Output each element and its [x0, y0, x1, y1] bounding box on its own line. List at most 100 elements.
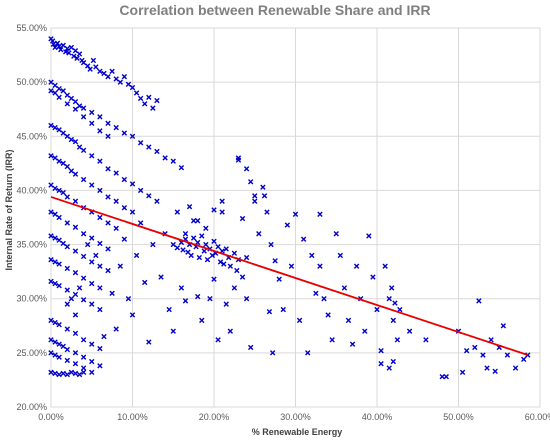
data-point [292, 211, 299, 217]
data-point [386, 365, 392, 371]
data-point [137, 187, 144, 194]
data-point [56, 94, 62, 100]
data-point [321, 296, 327, 302]
data-point [56, 214, 62, 221]
data-point [80, 147, 87, 154]
data-point [199, 233, 205, 239]
data-point [142, 101, 148, 107]
data-point [72, 270, 79, 276]
data-point [76, 371, 83, 378]
data-point [68, 296, 75, 302]
data-point [196, 254, 203, 261]
data-point [137, 95, 144, 102]
data-point [239, 274, 246, 280]
data-point [113, 170, 119, 176]
data-point [154, 148, 160, 155]
data-point [174, 245, 181, 251]
y-tick-label: 20.00% [16, 402, 47, 412]
data-point [492, 368, 498, 374]
data-point [207, 296, 213, 302]
data-point [60, 189, 66, 196]
data-point [64, 244, 70, 250]
data-point [223, 246, 229, 252]
data-point [504, 352, 511, 358]
data-point [48, 278, 54, 285]
data-point [105, 220, 111, 226]
data-point [52, 339, 58, 345]
x-tick-label: 30.00% [280, 412, 311, 422]
data-point [48, 209, 54, 215]
x-tick-label: 50.00% [443, 412, 474, 422]
x-tick-label: 20.00% [199, 412, 230, 422]
data-point [243, 254, 250, 261]
x-tick-label: 10.00% [117, 412, 148, 422]
data-point [235, 155, 242, 161]
data-point [227, 263, 233, 269]
data-point [64, 326, 70, 332]
data-point [500, 323, 507, 329]
data-point [459, 369, 466, 376]
data-point [72, 330, 79, 337]
data-point [146, 144, 152, 150]
data-point [101, 333, 107, 340]
data-point [272, 258, 278, 264]
data-point [366, 233, 372, 239]
data-point [243, 166, 250, 172]
data-point [48, 337, 54, 343]
data-point [80, 275, 87, 281]
data-point [48, 317, 54, 324]
data-point [113, 124, 119, 131]
data-point [60, 88, 66, 94]
data-point [72, 139, 79, 145]
data-point [305, 350, 311, 356]
data-point [209, 252, 216, 259]
data-point [48, 350, 54, 356]
data-point [80, 253, 87, 260]
data-point [188, 252, 194, 259]
data-point [68, 136, 75, 143]
data-point [80, 369, 87, 376]
data-point [204, 257, 211, 263]
data-point [64, 220, 70, 226]
data-point [129, 312, 136, 318]
data-point [52, 370, 58, 377]
data-point [203, 225, 209, 232]
data-point [349, 341, 356, 347]
data-point [72, 291, 79, 298]
data-point [378, 347, 384, 354]
data-point [56, 371, 62, 378]
data-point [71, 53, 77, 59]
data-point [234, 267, 240, 274]
data-point [521, 356, 527, 363]
data-point [211, 238, 217, 245]
data-point [252, 198, 258, 204]
data-point [137, 140, 144, 146]
data-point [109, 68, 115, 75]
data-point [129, 209, 136, 215]
plot-border [50, 27, 541, 408]
data-point [525, 352, 531, 358]
data-point [280, 306, 286, 313]
y-tick-label: 30.00% [16, 294, 47, 304]
data-point [80, 337, 87, 343]
data-point [186, 203, 193, 210]
data-point [190, 218, 197, 224]
data-point [72, 224, 79, 230]
data-point [50, 41, 57, 47]
data-point [117, 79, 123, 85]
y-tick-label: 40.00% [16, 185, 47, 195]
data-point [97, 214, 103, 221]
data-point [178, 285, 185, 291]
data-point [56, 261, 62, 267]
data-point [133, 90, 140, 96]
data-point [353, 263, 360, 269]
data-point [178, 164, 185, 171]
data-point [386, 296, 392, 302]
data-point [221, 261, 227, 267]
data-point [89, 109, 95, 116]
data-point [121, 176, 128, 183]
data-point [64, 301, 70, 307]
data-point [154, 198, 160, 204]
data-point [105, 246, 111, 252]
data-point [512, 365, 519, 371]
